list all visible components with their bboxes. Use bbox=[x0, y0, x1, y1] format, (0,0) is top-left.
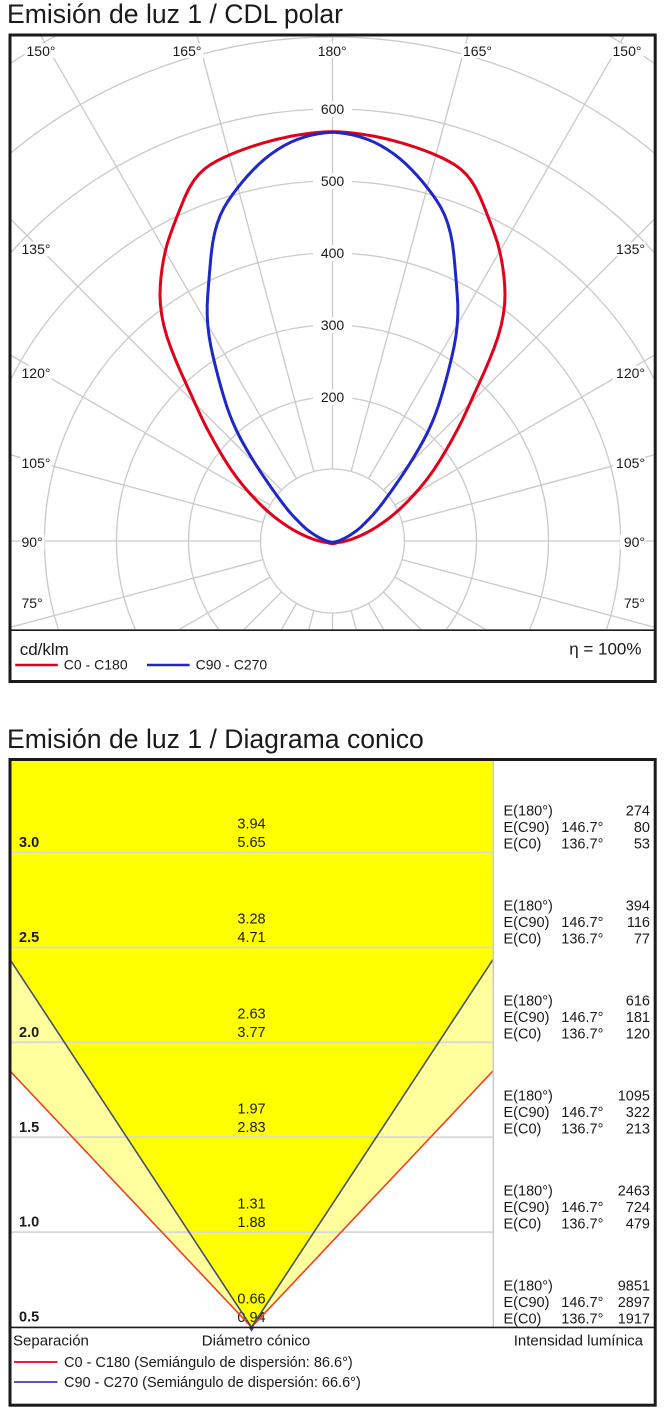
svg-text:181: 181 bbox=[626, 1010, 650, 1026]
svg-text:E(180°): E(180°) bbox=[504, 899, 553, 915]
svg-text:E(180°): E(180°) bbox=[504, 1089, 553, 1105]
svg-text:2.63: 2.63 bbox=[237, 1006, 265, 1022]
svg-text:cd/klm: cd/klm bbox=[20, 640, 69, 659]
svg-text:9851: 9851 bbox=[618, 1278, 650, 1294]
svg-text:213: 213 bbox=[626, 1122, 650, 1138]
svg-text:C0 - C180 (Semiángulo de dispe: C0 - C180 (Semiángulo de dispersión: 86.… bbox=[64, 1355, 353, 1371]
svg-text:116: 116 bbox=[627, 915, 650, 931]
svg-text:135°: 135° bbox=[616, 241, 645, 257]
svg-text:150°: 150° bbox=[613, 43, 642, 59]
svg-text:53: 53 bbox=[634, 837, 650, 853]
svg-text:1.31: 1.31 bbox=[237, 1196, 265, 1212]
svg-text:135°: 135° bbox=[22, 241, 51, 257]
svg-text:Diámetro cónico: Diámetro cónico bbox=[202, 1333, 310, 1350]
svg-text:C90 - C270 (Semiángulo de disp: C90 - C270 (Semiángulo de dispersión: 66… bbox=[64, 1375, 361, 1391]
svg-text:90°: 90° bbox=[22, 534, 43, 550]
svg-text:120°: 120° bbox=[22, 365, 51, 381]
svg-text:E(C90): E(C90) bbox=[504, 1105, 550, 1121]
svg-text:146.7°: 146.7° bbox=[561, 820, 603, 836]
svg-text:105°: 105° bbox=[22, 455, 51, 471]
svg-text:165°: 165° bbox=[173, 43, 202, 59]
svg-text:274: 274 bbox=[626, 804, 650, 820]
svg-text:3.0: 3.0 bbox=[19, 835, 39, 851]
svg-text:75°: 75° bbox=[22, 595, 43, 611]
svg-text:2.83: 2.83 bbox=[237, 1120, 265, 1136]
svg-text:200: 200 bbox=[321, 389, 345, 405]
svg-text:E(C0): E(C0) bbox=[504, 1216, 542, 1232]
svg-text:75°: 75° bbox=[624, 595, 645, 611]
svg-text:136.7°: 136.7° bbox=[561, 932, 603, 948]
svg-text:1.97: 1.97 bbox=[237, 1101, 265, 1117]
svg-text:E(C0): E(C0) bbox=[504, 1311, 542, 1327]
svg-text:3.77: 3.77 bbox=[237, 1025, 265, 1041]
svg-text:0.94: 0.94 bbox=[237, 1310, 265, 1326]
svg-text:479: 479 bbox=[626, 1216, 650, 1232]
svg-text:136.7°: 136.7° bbox=[561, 1216, 603, 1232]
svg-text:E(C90): E(C90) bbox=[504, 820, 550, 836]
svg-text:E(C90): E(C90) bbox=[504, 1010, 550, 1026]
svg-text:500: 500 bbox=[321, 173, 345, 189]
svg-text:120°: 120° bbox=[616, 365, 645, 381]
svg-text:0.5: 0.5 bbox=[19, 1310, 39, 1326]
svg-text:146.7°: 146.7° bbox=[561, 1200, 603, 1216]
svg-text:4.71: 4.71 bbox=[237, 930, 265, 946]
svg-text:150°: 150° bbox=[27, 43, 56, 59]
svg-text:120: 120 bbox=[626, 1027, 650, 1043]
svg-text:146.7°: 146.7° bbox=[561, 1105, 603, 1121]
svg-text:400: 400 bbox=[321, 245, 345, 261]
svg-text:0.66: 0.66 bbox=[237, 1291, 265, 1307]
svg-text:136.7°: 136.7° bbox=[561, 1311, 603, 1327]
svg-text:5.65: 5.65 bbox=[237, 835, 265, 851]
svg-text:77: 77 bbox=[634, 932, 650, 948]
svg-text:E(180°): E(180°) bbox=[504, 994, 553, 1010]
svg-text:300: 300 bbox=[321, 317, 345, 333]
svg-text:E(C0): E(C0) bbox=[504, 932, 542, 948]
svg-text:136.7°: 136.7° bbox=[561, 837, 603, 853]
svg-text:105°: 105° bbox=[616, 455, 645, 471]
svg-text:η = 100%: η = 100% bbox=[569, 640, 641, 659]
svg-text:1.5: 1.5 bbox=[19, 1120, 39, 1136]
svg-text:724: 724 bbox=[626, 1200, 650, 1216]
svg-text:E(C90): E(C90) bbox=[504, 915, 550, 931]
svg-text:146.7°: 146.7° bbox=[561, 1010, 603, 1026]
svg-text:90°: 90° bbox=[624, 534, 645, 550]
svg-text:E(C0): E(C0) bbox=[504, 1027, 542, 1043]
svg-text:E(180°): E(180°) bbox=[504, 1183, 553, 1199]
svg-text:146.7°: 146.7° bbox=[561, 1295, 603, 1311]
svg-text:180°: 180° bbox=[318, 43, 347, 59]
svg-text:3.28: 3.28 bbox=[237, 912, 265, 928]
svg-text:600: 600 bbox=[321, 101, 345, 117]
svg-text:E(180°): E(180°) bbox=[504, 1278, 553, 1294]
svg-text:2.5: 2.5 bbox=[19, 930, 39, 946]
svg-text:E(C90): E(C90) bbox=[504, 1200, 550, 1216]
svg-text:1917: 1917 bbox=[618, 1311, 650, 1327]
svg-text:E(C0): E(C0) bbox=[504, 1122, 542, 1138]
svg-text:136.7°: 136.7° bbox=[561, 1027, 603, 1043]
svg-text:1.0: 1.0 bbox=[19, 1215, 39, 1231]
svg-text:394: 394 bbox=[626, 899, 650, 915]
svg-text:3.94: 3.94 bbox=[237, 817, 265, 833]
svg-text:1095: 1095 bbox=[618, 1089, 650, 1105]
svg-text:Intensidad lumínica: Intensidad lumínica bbox=[514, 1333, 644, 1350]
svg-text:Separación: Separación bbox=[13, 1333, 89, 1350]
svg-text:146.7°: 146.7° bbox=[561, 915, 603, 931]
svg-text:E(180°): E(180°) bbox=[504, 804, 553, 820]
svg-text:1.88: 1.88 bbox=[237, 1215, 265, 1231]
svg-text:E(C90): E(C90) bbox=[504, 1295, 550, 1311]
svg-text:C0 - C180: C0 - C180 bbox=[64, 657, 128, 673]
svg-text:136.7°: 136.7° bbox=[561, 1122, 603, 1138]
svg-text:E(C0): E(C0) bbox=[504, 837, 542, 853]
svg-text:165°: 165° bbox=[463, 43, 492, 59]
svg-text:2.0: 2.0 bbox=[19, 1025, 39, 1041]
svg-text:80: 80 bbox=[634, 820, 650, 836]
svg-text:616: 616 bbox=[626, 994, 650, 1010]
svg-text:2463: 2463 bbox=[618, 1183, 650, 1199]
svg-text:2897: 2897 bbox=[618, 1295, 650, 1311]
svg-text:322: 322 bbox=[626, 1105, 650, 1121]
svg-text:C90 - C270: C90 - C270 bbox=[196, 657, 268, 673]
